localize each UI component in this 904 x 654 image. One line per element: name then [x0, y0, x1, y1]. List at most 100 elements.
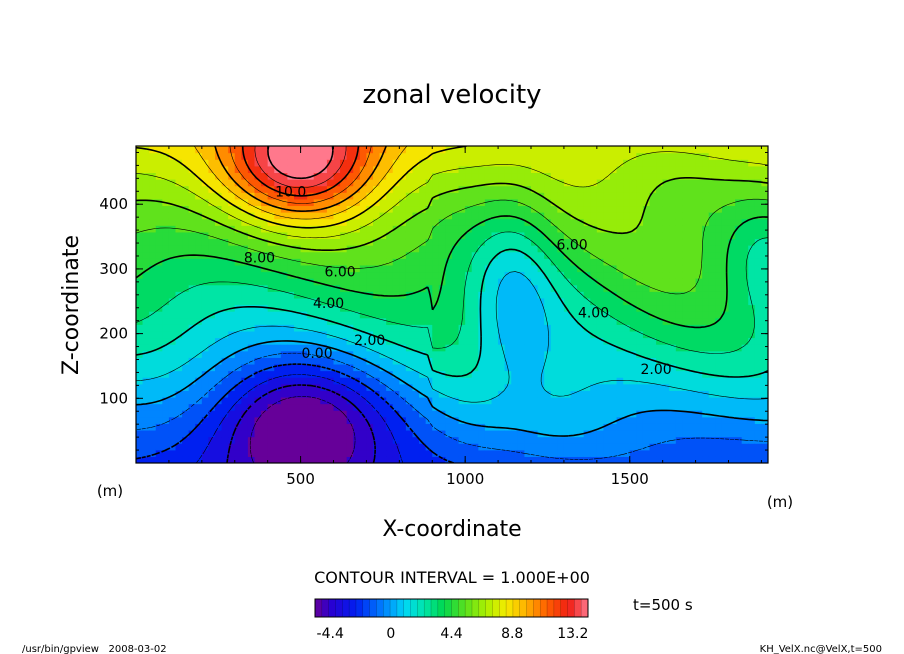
field-cell	[491, 172, 499, 180]
field-cell	[721, 159, 730, 167]
field-cell	[458, 443, 466, 451]
field-cell	[432, 212, 440, 220]
field-cell	[412, 330, 420, 339]
field-cell	[405, 449, 414, 457]
field-cell	[405, 271, 414, 279]
field-cell	[182, 396, 190, 405]
field-cell	[313, 258, 321, 266]
field-cell	[695, 238, 703, 246]
field-cell	[280, 429, 289, 438]
field-cell	[320, 423, 328, 431]
field-cell	[511, 271, 519, 279]
field-cell	[208, 357, 216, 365]
field-cell	[254, 185, 262, 193]
field-cell	[689, 159, 697, 167]
field-cell	[623, 337, 631, 345]
field-cell	[294, 350, 302, 358]
field-cell	[294, 258, 302, 266]
field-cell	[445, 403, 453, 411]
field-cell	[524, 429, 532, 438]
field-cell	[682, 245, 690, 253]
field-cell	[247, 337, 256, 345]
field-cell	[254, 304, 262, 312]
field-cell	[656, 410, 664, 418]
field-cell	[478, 152, 486, 160]
field-cell	[386, 198, 394, 207]
field-cell	[340, 297, 348, 306]
field-cell	[175, 443, 183, 451]
field-cell	[715, 198, 723, 207]
field-cell	[392, 436, 400, 444]
field-cell	[557, 218, 565, 226]
field-cell	[215, 449, 223, 457]
field-cell	[544, 416, 552, 424]
field-cell	[570, 291, 578, 299]
field-cell	[465, 304, 473, 312]
field-cell	[261, 383, 269, 391]
field-cell	[379, 152, 387, 160]
field-cell	[695, 245, 703, 253]
field-cell	[287, 390, 295, 398]
field-cell	[735, 410, 743, 418]
field-cell	[313, 350, 321, 358]
field-cell	[603, 165, 611, 174]
field-cell	[623, 383, 631, 391]
field-cell	[155, 443, 163, 451]
field-cell	[649, 152, 657, 160]
field-cell	[544, 423, 552, 431]
field-cell	[419, 396, 427, 405]
field-cell	[221, 225, 229, 233]
field-cell	[155, 231, 163, 240]
field-cell	[425, 238, 433, 246]
field-cell	[405, 370, 414, 378]
field-cell	[188, 416, 196, 424]
field-cell	[201, 245, 210, 253]
field-cell	[596, 245, 605, 253]
field-cell	[320, 284, 328, 292]
field-cell	[425, 165, 433, 174]
field-cell	[313, 231, 321, 240]
field-cell	[215, 383, 223, 391]
field-cell	[432, 317, 440, 325]
field-cell	[702, 251, 710, 259]
field-cell	[241, 390, 249, 398]
field-cell	[465, 297, 473, 306]
field-cell	[662, 403, 670, 411]
field-cell	[215, 172, 223, 180]
field-cell	[741, 165, 749, 174]
field-cell	[491, 291, 499, 299]
field-cell	[610, 330, 618, 339]
field-cell	[682, 258, 690, 266]
field-cell	[675, 251, 684, 259]
field-cell	[511, 449, 519, 457]
field-cell	[155, 410, 163, 418]
field-cell	[748, 146, 756, 154]
field-cell	[221, 370, 229, 378]
field-cell	[596, 264, 605, 273]
field-cell	[583, 258, 591, 266]
field-cell	[215, 258, 223, 266]
field-cell	[761, 192, 768, 200]
field-cell	[544, 297, 552, 306]
field-cell	[313, 324, 321, 332]
field-cell	[715, 225, 723, 233]
field-cell	[241, 245, 249, 253]
field-cell	[504, 311, 512, 319]
field-cell	[656, 278, 664, 286]
field-cell	[577, 165, 585, 174]
field-cell	[735, 390, 743, 398]
field-cell	[741, 297, 749, 306]
field-cell	[188, 357, 196, 365]
field-cell	[702, 146, 710, 154]
field-cell	[215, 198, 223, 207]
field-cell	[149, 159, 157, 167]
field-cell	[274, 390, 282, 398]
field-cell	[386, 258, 394, 266]
field-cell	[287, 172, 295, 180]
field-cell	[754, 172, 763, 180]
field-cell	[379, 337, 387, 345]
field-cell	[721, 350, 730, 358]
field-cell	[748, 264, 756, 273]
field-cell	[326, 311, 335, 319]
field-cell	[662, 304, 670, 312]
